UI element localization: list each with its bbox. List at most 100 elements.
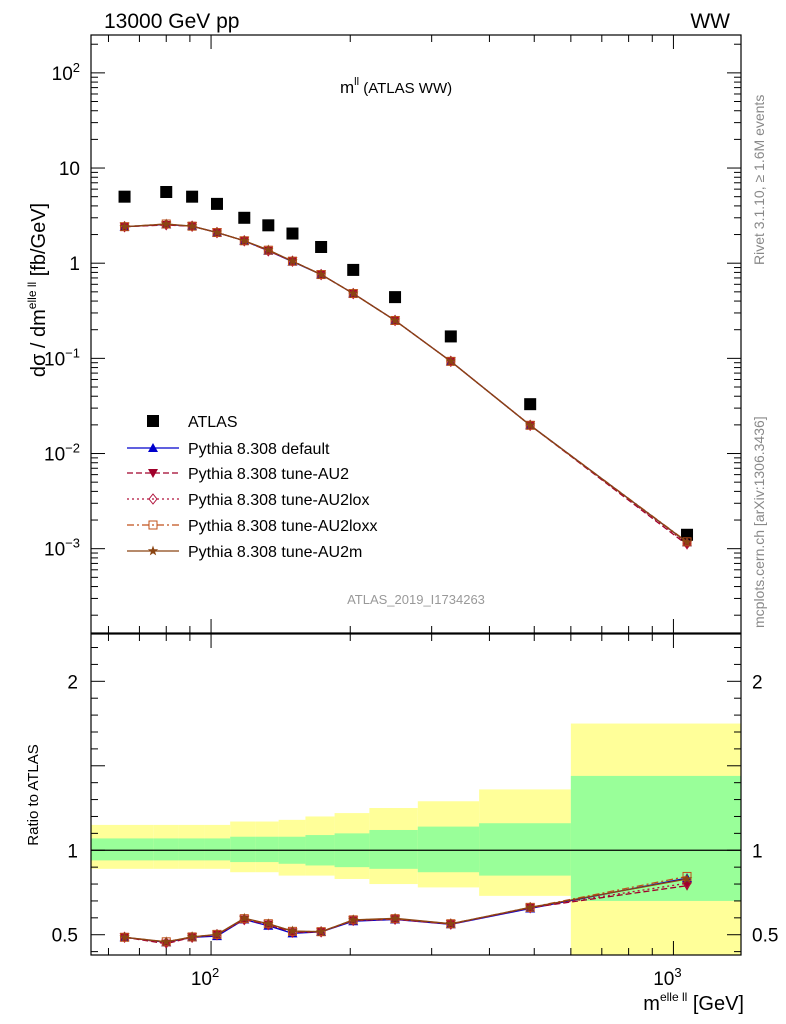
- ratio-point-s4-7: [315, 926, 327, 937]
- legend-marker-3: [148, 493, 158, 505]
- main-point-s5-9: [389, 315, 401, 325]
- main-frame: [90, 34, 742, 634]
- ratio-point-s4-9: [389, 912, 401, 923]
- main-ytick-exp: −2: [65, 441, 80, 456]
- legend-label-5: Pythia 8.308 tune-AU2m: [188, 544, 362, 561]
- main-ylabel-prefix: dσ / dm: [28, 309, 50, 377]
- main-point-s5-8: [348, 288, 359, 298]
- legend-label-3: Pythia 8.308 tune-AU2lox: [188, 492, 369, 509]
- ratio-band-inner-3: [204, 838, 231, 861]
- main-title-sup: ll: [354, 76, 359, 88]
- ratio-ytick-label-left-1: 1: [67, 841, 78, 862]
- ratio-point-s4-12: [681, 873, 693, 884]
- ratio-xtick-label-0: 102: [191, 965, 219, 990]
- ratio-xlabel: melle ll [GeV]: [643, 990, 744, 1015]
- ratio-xtick-label-1: 103: [653, 965, 681, 990]
- ratio-xtick-base: 10: [653, 969, 674, 990]
- ratio-point-s4-11: [525, 901, 536, 912]
- ratio-xlabel-prefix: m: [643, 993, 660, 1015]
- legend-marker-4: [148, 520, 158, 530]
- main-ytick-label-1: 10: [59, 159, 80, 180]
- ratio-point-s4-5: [263, 918, 274, 929]
- ratio-point-s4-3: [211, 928, 223, 939]
- ratio-frame: [90, 633, 742, 956]
- ratio-ytick-label-right-1: 1: [752, 841, 763, 862]
- ratio-ytick-label-right-0: 0.5: [752, 926, 778, 947]
- ratio-band-inner-10: [417, 826, 480, 873]
- legend-label-4: Pythia 8.308 tune-AU2loxx: [188, 518, 377, 535]
- main-point-s0-2: [186, 190, 199, 203]
- main-point-s5-5: [263, 244, 274, 255]
- main-ytick-base: 10: [59, 159, 80, 180]
- main-point-s0-4: [238, 211, 251, 224]
- mcplots-text: mcplots.cern.ch [arXiv:1306.3436]: [751, 416, 767, 628]
- ratio-point-s4-1: [161, 936, 172, 947]
- ratio-ytick-label-left-0: 0.5: [52, 926, 78, 947]
- main-ytick-base: 10: [44, 349, 65, 370]
- main-point-s0-0: [118, 190, 131, 203]
- main-point-s5-7: [315, 269, 327, 279]
- ratio-point-s4-2: [186, 931, 198, 942]
- ratio-marks: [91, 723, 741, 955]
- main-point-s5-1: [161, 218, 172, 229]
- ratio-band-inner-0: [91, 838, 154, 861]
- ratio-band-inner-4: [230, 836, 256, 863]
- main-point-s0-11: [524, 398, 537, 411]
- ratio-band-inner-12: [570, 775, 741, 901]
- ratio-band-inner-1: [153, 838, 179, 861]
- main-point-s5-4: [239, 235, 250, 246]
- header-right: WW: [690, 10, 730, 33]
- legend-marker-0: [147, 415, 159, 427]
- ratio-band-inner-9: [369, 829, 418, 869]
- main-ylabel: dσ / dmelle ll [fb/GeV]: [25, 203, 50, 377]
- main-point-s0-3: [210, 197, 223, 210]
- main-point-s0-7: [315, 240, 328, 253]
- ratio-band-inner-11: [479, 823, 571, 876]
- ratio-xlabel-sup: elle ll: [660, 990, 687, 1004]
- ratio-point-s4-0: [119, 931, 130, 942]
- ratio-point-s4-8: [348, 914, 359, 925]
- main-ytick-base: 10: [44, 445, 65, 466]
- main-point-s5-10: [445, 355, 456, 366]
- main-point-s0-9: [389, 291, 402, 304]
- ratio-band-inner-2: [178, 838, 205, 861]
- main-point-s0-1: [160, 185, 173, 198]
- ratio-ylabel: Ratio to ATLAS: [25, 744, 42, 845]
- ratio-band-inner-5: [255, 836, 279, 863]
- main-marks: [118, 185, 694, 550]
- ratio-xtick-base: 10: [191, 969, 212, 990]
- main-point-s5-12: [681, 536, 693, 547]
- ratio-point-s4-10: [445, 918, 456, 929]
- rivet-version-text: Rivet 3.1.10, ≥ 1.6M events: [751, 95, 767, 265]
- main-title-m: m: [340, 78, 354, 97]
- ratio-ytick-label-right-2: 2: [752, 672, 763, 693]
- main-ylabel-sup: elle ll: [25, 282, 39, 309]
- main-ytick-exp: 2: [73, 60, 80, 75]
- main-ytick-exp: −3: [65, 536, 80, 551]
- legend-label-1: Pythia 8.308 default: [188, 441, 330, 458]
- main-ytick-exp: −1: [65, 345, 80, 360]
- main-point-s5-2: [186, 220, 198, 231]
- ratio-xlabel-suffix: [GeV]: [687, 993, 744, 1015]
- ratio-point-s1-12: [682, 881, 693, 891]
- main-ytick-label-4: 10−2: [44, 441, 80, 466]
- main-point-s2-12: [682, 540, 693, 550]
- main-title: mll (ATLAS WW): [340, 76, 452, 97]
- main-ytick-base: 1: [69, 254, 80, 275]
- main-ytick-label-3: 10−1: [44, 345, 80, 370]
- main-point-s0-10: [444, 330, 457, 343]
- main-ytick-label-2: 1: [69, 254, 80, 275]
- legend-marker-1: [148, 443, 158, 452]
- main-ylabel-suffix: [fb/GeV]: [28, 203, 50, 282]
- main-point-s0-6: [286, 227, 299, 240]
- main-ytick-label-5: 10−3: [44, 536, 80, 561]
- main-ytick-base: 10: [44, 540, 65, 561]
- ratio-xtick-exp: 2: [212, 965, 219, 980]
- legend-marker-2: [148, 469, 158, 478]
- header-left: 13000 GeV pp: [104, 10, 239, 33]
- main-point-s0-5: [262, 219, 275, 232]
